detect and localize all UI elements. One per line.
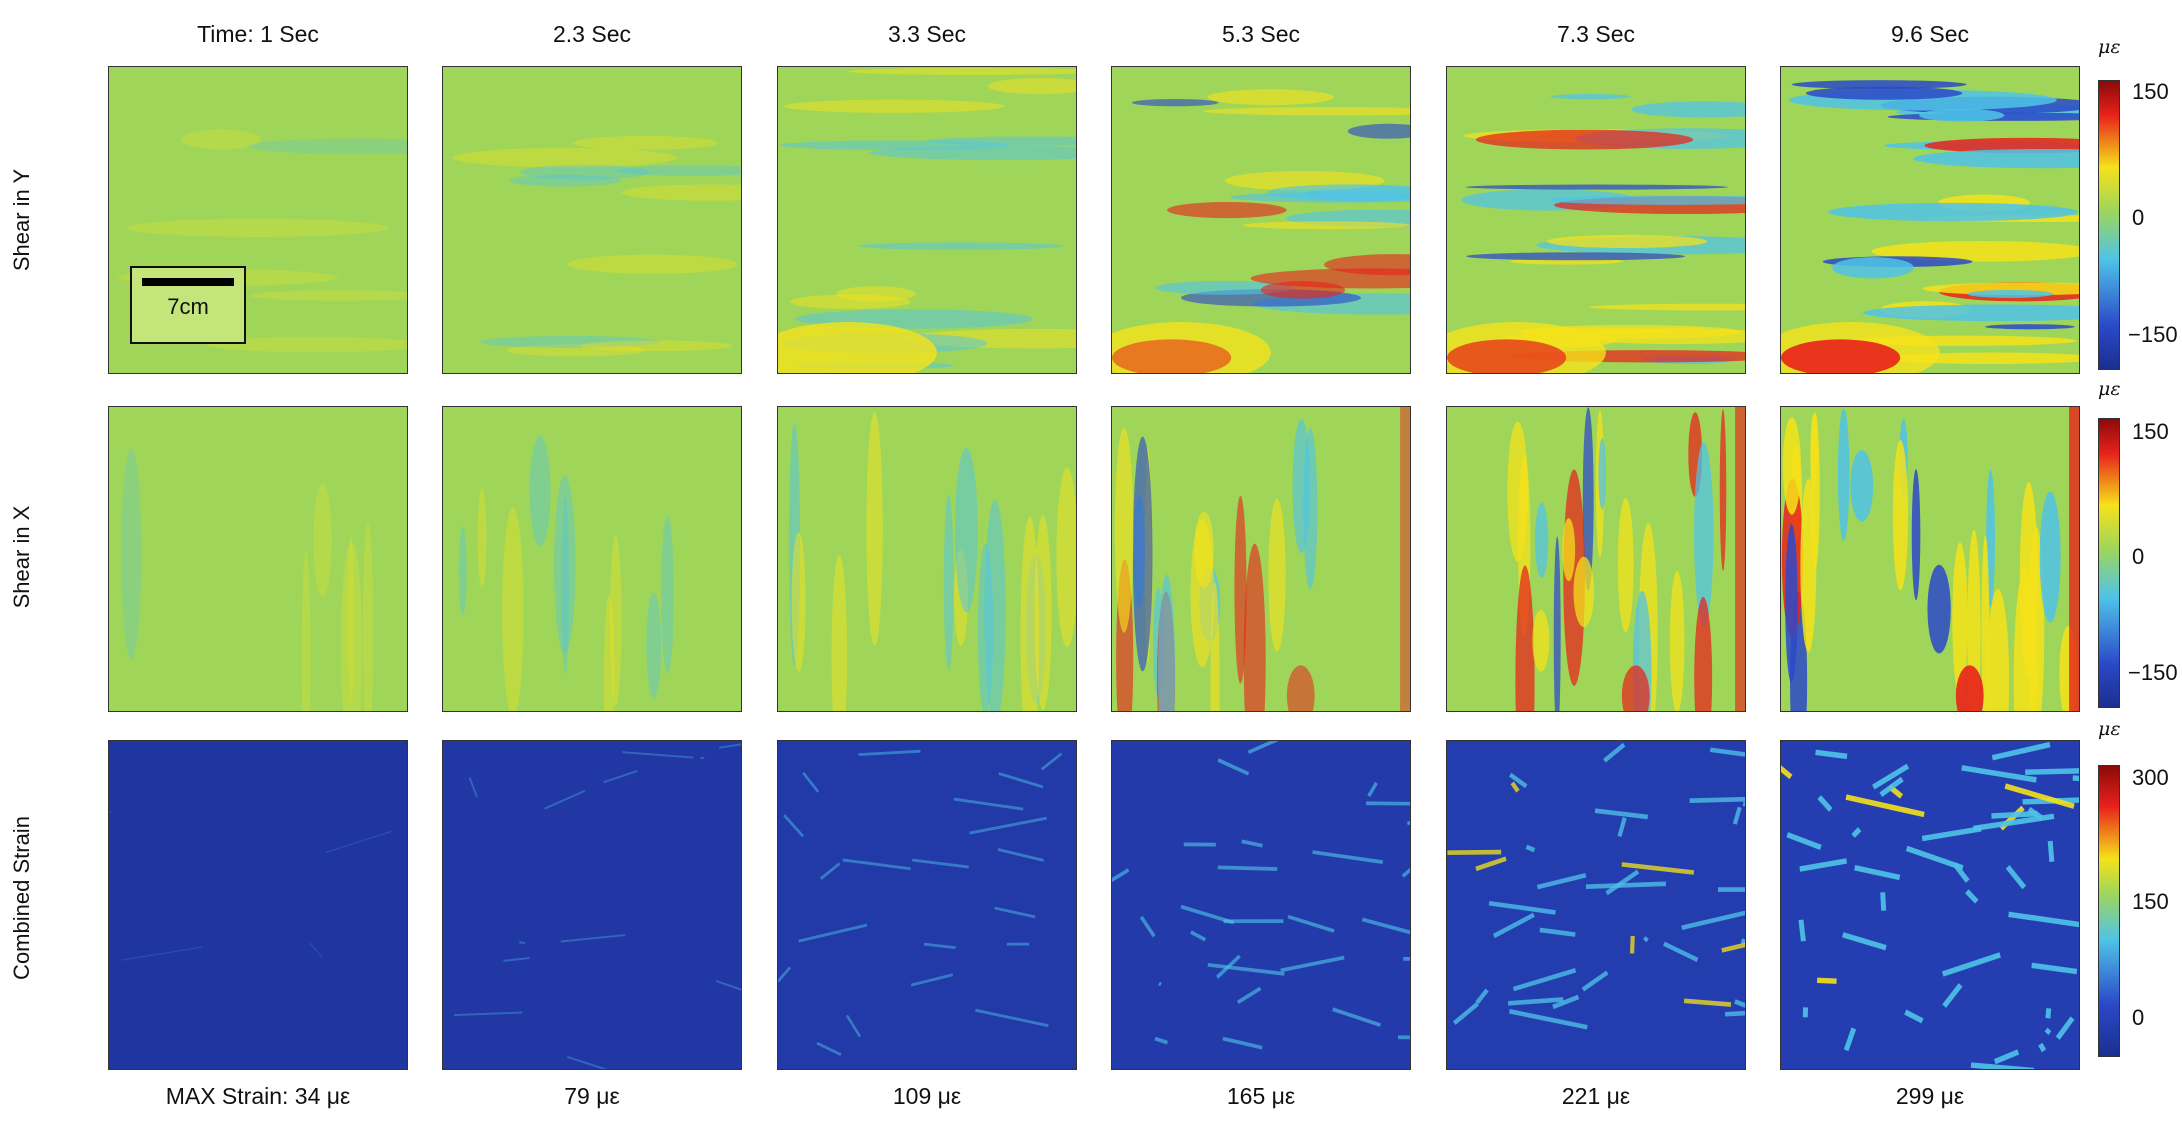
strain-map-panel: [108, 406, 408, 712]
strain-map-panel: [1780, 406, 2080, 712]
colorbar-1: [2098, 80, 2120, 370]
max-strain-label-3: 109 με: [892, 1083, 962, 1109]
column-title-5: 7.3 Sec: [1557, 21, 1635, 47]
max-strain-label-4: 165 με: [1226, 1083, 1296, 1109]
colorbar-1-tick-bottom: −150: [2128, 322, 2178, 347]
strain-map-panel: [777, 406, 1077, 712]
row-title-shear-x: Shear in X: [9, 505, 34, 609]
strain-map-panel: [442, 740, 742, 1070]
max-strain-label-6: 299 με: [1895, 1083, 1965, 1109]
colorbar-2-tick-top: 150: [2132, 419, 2169, 444]
column-title-4: 5.3 Sec: [1222, 21, 1300, 47]
strain-map-panel: [1780, 66, 2080, 374]
scale-bar-label: 7cm: [167, 294, 209, 319]
strain-map-panel: [1780, 740, 2080, 1070]
colorbar-2: [2098, 418, 2120, 708]
colorbar-3-unit: με: [2098, 718, 2121, 740]
column-title-6: 9.6 Sec: [1891, 21, 1969, 47]
colorbar-3-tick-bottom: 0: [2132, 1005, 2145, 1030]
strain-map-panel: [777, 740, 1077, 1070]
colorbar-3: [2098, 765, 2120, 1057]
max-strain-label-2: 79 με: [564, 1083, 620, 1109]
strain-map-panel: [1111, 406, 1411, 712]
column-title-2: 2.3 Sec: [553, 21, 631, 47]
row-title-shear-y: Shear in Y: [9, 168, 34, 272]
column-title-1: Time: 1 Sec: [197, 21, 319, 47]
colorbar-3-tick-mid: 150: [2132, 889, 2169, 914]
max-strain-label-1: MAX Strain: 34 με: [165, 1083, 351, 1109]
strain-map-panel: [1446, 406, 1746, 712]
strain-map-panel: [1111, 740, 1411, 1070]
strain-map-panel: [1446, 66, 1746, 374]
strain-map-panel: [442, 406, 742, 712]
strain-map-panel: [777, 66, 1077, 374]
colorbar-1-tick-mid: 0: [2132, 205, 2145, 230]
strain-map-panel: [1446, 740, 1746, 1070]
column-title-3: 3.3 Sec: [888, 21, 966, 47]
max-strain-label-5: 221 με: [1561, 1083, 1631, 1109]
strain-map-panel: [442, 66, 742, 374]
colorbar-2-tick-mid: 0: [2132, 544, 2145, 569]
colorbar-1-tick-top: 150: [2132, 79, 2169, 104]
colorbar-1-unit: με: [2098, 36, 2121, 58]
colorbar-3-tick-top: 300: [2132, 765, 2169, 790]
colorbar-2-tick-bottom: −150: [2128, 660, 2178, 685]
row-title-combined: Combined Strain: [9, 816, 34, 980]
strain-map-panel: [1111, 66, 1411, 374]
strain-map-panel: [108, 740, 408, 1070]
colorbar-2-unit: με: [2098, 378, 2121, 400]
scale-bar-line: [142, 278, 234, 286]
scale-bar: 7cm: [130, 266, 246, 344]
